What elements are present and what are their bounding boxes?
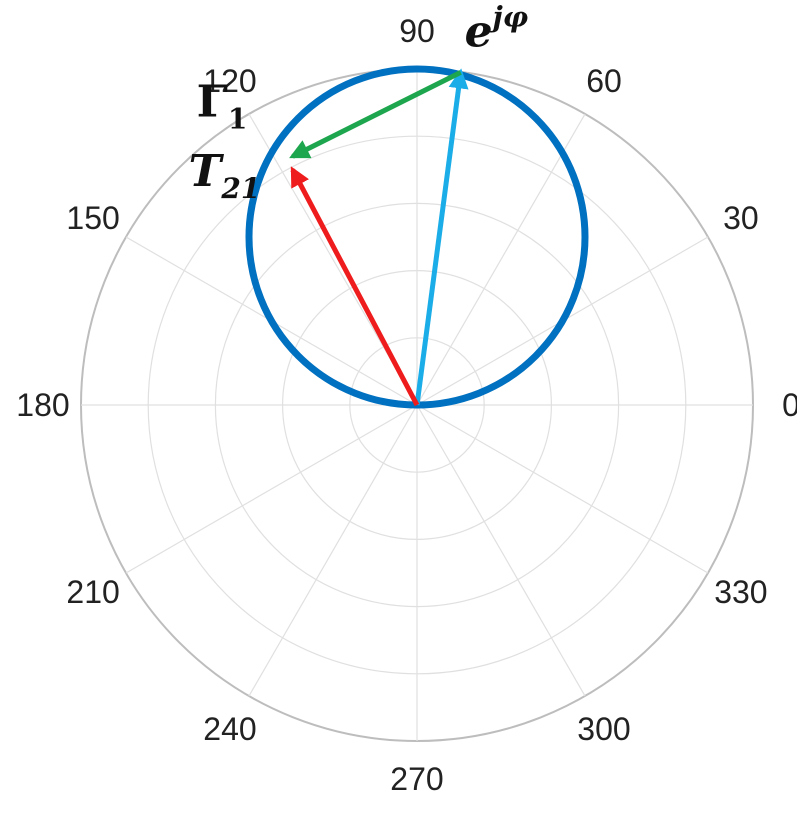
vector-labels: ejφ Γ1 T21: [189, 0, 529, 204]
angle-tick-label: 210: [66, 574, 119, 610]
ejphi-vector: [414, 68, 469, 406]
angle-tick-label: 0: [782, 387, 797, 423]
t21-vector: [290, 166, 420, 407]
angle-tick-label: 90: [399, 13, 435, 49]
angle-tick-label: 150: [66, 200, 119, 236]
grid-spoke: [416, 404, 709, 574]
grid-spoke: [125, 404, 418, 574]
angle-tick-label: 240: [203, 711, 256, 747]
angle-tick-label: 60: [586, 63, 622, 99]
angle-tick-label: 270: [390, 761, 443, 797]
angle-tick-label: 180: [16, 387, 69, 423]
angle-tick-label: 300: [577, 711, 630, 747]
t21-label: T21: [189, 146, 261, 205]
angle-tick-label: 330: [714, 574, 767, 610]
ejphi-label: ejφ: [465, 0, 529, 57]
angular-tick-labels: 0 30 60 90 120 150 180 210 240 270 300 330: [16, 13, 797, 797]
grid-spoke: [416, 404, 586, 697]
polar-grid: [80, 68, 754, 742]
plot-series: [245, 65, 589, 409]
grid-spoke: [416, 113, 586, 406]
grid-spoke: [248, 404, 418, 697]
angle-tick-label: 120: [203, 63, 256, 99]
angle-tick-label: 30: [723, 200, 759, 236]
gamma1-label: Γ1: [197, 76, 248, 135]
gamma1-vector: [289, 70, 462, 159]
